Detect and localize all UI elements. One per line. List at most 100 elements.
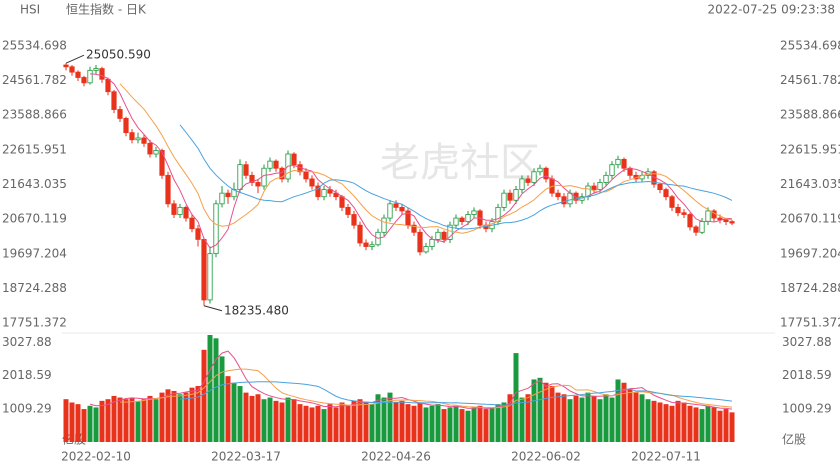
volume-bar bbox=[483, 409, 489, 442]
volume-bar bbox=[285, 397, 291, 442]
candle-body bbox=[393, 203, 399, 208]
volume-bar bbox=[303, 405, 309, 442]
candle-body bbox=[699, 221, 705, 233]
y-tick-label: 20670.119 bbox=[2, 212, 67, 226]
y-tick-label: 19697.204 bbox=[780, 246, 840, 260]
candle-body bbox=[99, 68, 105, 80]
y-tick-label: 19697.204 bbox=[2, 246, 67, 260]
candle-body bbox=[447, 224, 453, 240]
candle-body bbox=[303, 171, 309, 180]
y-tick-label: 25534.698 bbox=[780, 38, 840, 52]
volume-tick-label: 3027.88 bbox=[2, 335, 52, 349]
candle-body bbox=[537, 167, 543, 173]
volume-bar bbox=[213, 338, 219, 442]
candle-body bbox=[543, 167, 549, 180]
candle-body bbox=[561, 196, 567, 205]
x-tick-label: 2022-07-11 bbox=[631, 450, 701, 464]
symbol: HSI bbox=[20, 3, 40, 17]
candle-body bbox=[687, 214, 693, 228]
volume-bar bbox=[579, 397, 585, 442]
volume-bar bbox=[621, 382, 627, 442]
volume-bar bbox=[657, 402, 663, 442]
candle-body bbox=[321, 189, 327, 198]
y-tick-label: 17751.372 bbox=[780, 316, 840, 330]
candle-body bbox=[717, 217, 723, 221]
candle-body bbox=[591, 185, 597, 190]
y-tick-label: 20670.119 bbox=[780, 212, 840, 226]
volume-bar bbox=[699, 409, 705, 442]
volume-bar bbox=[525, 394, 531, 442]
volume-bar bbox=[273, 400, 279, 442]
volume-bar bbox=[663, 404, 669, 442]
y-tick-label: 22615.951 bbox=[2, 142, 67, 156]
y-tick-label: 18724.288 bbox=[780, 281, 840, 295]
volume-bar bbox=[549, 386, 555, 442]
volume-bar bbox=[351, 400, 357, 442]
volume-tick-label: 3027.88 bbox=[782, 335, 832, 349]
candle-body bbox=[381, 217, 387, 233]
volume-bar bbox=[87, 405, 93, 442]
candle-body bbox=[69, 66, 75, 73]
volume-bar bbox=[153, 399, 159, 442]
candle-body bbox=[267, 160, 273, 169]
volume-bar bbox=[495, 404, 501, 442]
volume-bar bbox=[123, 399, 129, 442]
candle-body bbox=[81, 77, 87, 84]
candle-body bbox=[525, 178, 531, 183]
volume-bar bbox=[687, 405, 693, 442]
candle-body bbox=[261, 167, 267, 187]
volume-unit-right: 亿股 bbox=[782, 432, 806, 447]
volume-bar bbox=[99, 400, 105, 442]
volume-bar bbox=[651, 400, 657, 442]
volume-bar bbox=[423, 407, 429, 442]
candle-body bbox=[147, 142, 153, 155]
volume-bar bbox=[261, 399, 267, 442]
volume-bar bbox=[441, 409, 447, 442]
candle-body bbox=[429, 239, 435, 247]
volume-bar bbox=[357, 399, 363, 442]
volume-bar bbox=[177, 394, 183, 442]
candle-body bbox=[273, 160, 279, 169]
volume-bar bbox=[81, 409, 87, 442]
volume-bar bbox=[339, 402, 345, 442]
candle-body bbox=[459, 217, 465, 223]
candle-body bbox=[213, 203, 219, 255]
volume-bar bbox=[645, 399, 651, 442]
y-tick-label: 24561.782 bbox=[2, 73, 67, 87]
volume-bar bbox=[567, 399, 573, 442]
candle-body bbox=[279, 167, 285, 180]
candle-body bbox=[465, 214, 471, 223]
candle-body bbox=[63, 64, 69, 68]
volume-bar bbox=[591, 395, 597, 442]
candle-body bbox=[471, 210, 477, 215]
volume-tick-label: 2018.59 bbox=[2, 368, 52, 382]
candle-body bbox=[243, 164, 249, 176]
candle-body bbox=[573, 192, 579, 201]
candle-body bbox=[105, 78, 111, 93]
candle-body bbox=[501, 192, 507, 208]
volume-bar bbox=[447, 407, 453, 442]
volume-tick-label: 2018.59 bbox=[782, 368, 832, 382]
volume-bar bbox=[327, 404, 333, 442]
candle-body bbox=[327, 189, 333, 194]
candle-body bbox=[201, 239, 207, 301]
volume-bar bbox=[675, 400, 681, 442]
ma-line bbox=[179, 124, 733, 230]
y-tick-label: 21643.035 bbox=[780, 177, 840, 191]
candle-body bbox=[615, 158, 621, 166]
candle-body bbox=[207, 253, 213, 301]
volume-bar bbox=[315, 405, 321, 442]
volume-bar bbox=[501, 402, 507, 442]
volume-bar bbox=[201, 349, 207, 442]
candle-body bbox=[195, 228, 201, 240]
volume-bar bbox=[705, 405, 711, 442]
volume-bar bbox=[471, 407, 477, 442]
candle-body bbox=[357, 224, 363, 244]
candle-body bbox=[369, 244, 375, 247]
volume-bar bbox=[381, 397, 387, 442]
candle-body bbox=[255, 182, 261, 187]
volume-bar bbox=[729, 412, 735, 442]
candle-body bbox=[675, 206, 681, 214]
candle-body bbox=[531, 171, 537, 183]
